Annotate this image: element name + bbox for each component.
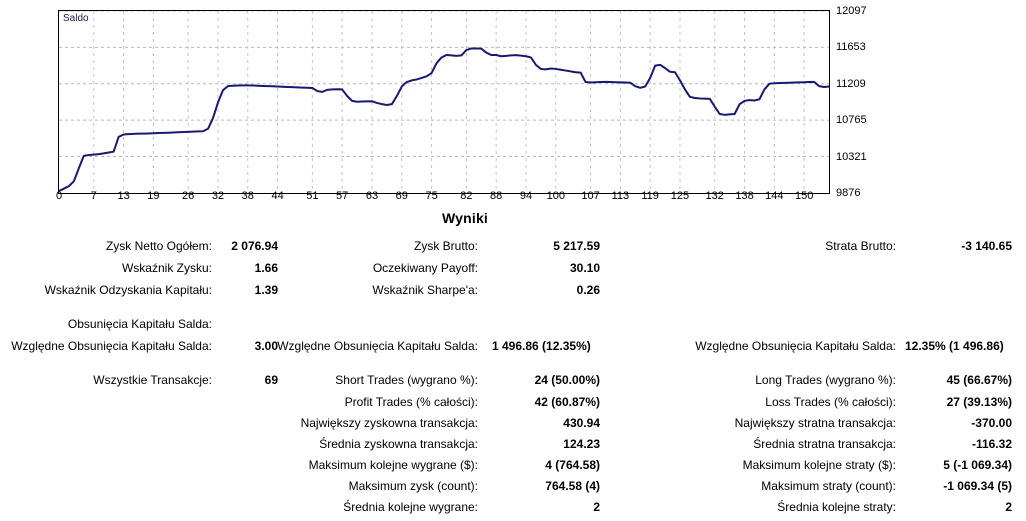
stat-label: Największy stratna transakcja: [734, 416, 896, 430]
stat-label: Maksimum kolejne straty ($): [742, 458, 896, 472]
stat-value: 12.35% (1 496.86) [905, 339, 1004, 353]
stat-value: 124.23 [563, 437, 600, 451]
stat-value: 430.94 [563, 416, 600, 430]
stat-value: -370.00 [971, 416, 1012, 430]
chart-title-label: Saldo [63, 13, 89, 24]
x-axis-tick-label: 26 [182, 190, 195, 202]
stat-label: Strata Brutto: [825, 239, 896, 253]
x-axis-tick-label: 13 [117, 190, 130, 202]
x-axis-tick-label: 75 [425, 190, 438, 202]
stat-label: Profit Trades (% całości): [344, 395, 478, 409]
stat-label: Obsunięcia Kapitału Salda: [67, 317, 212, 331]
stat-label: Long Trades (wygrano %): [755, 373, 896, 387]
x-axis-tick-label: 113 [611, 190, 630, 202]
stat-value: 24 (50.00%) [534, 373, 600, 387]
stat-label: Względne Obsunięcia Kapitału Salda: [695, 339, 896, 353]
x-axis-tick-label: 44 [271, 190, 284, 202]
stat-label: Oczekiwany Payoff: [372, 261, 478, 275]
stat-value: 69 [264, 373, 278, 387]
stat-label: Maksimum straty (count): [761, 479, 896, 493]
stat-value: 5 (-1 069.34) [943, 458, 1012, 472]
stat-value: 27 (39.13%) [946, 395, 1012, 409]
stat-label: Maksimum zysk (count): [348, 479, 478, 493]
stat-value: 2 076.94 [231, 239, 278, 253]
stat-value: -1 069.34 (5) [943, 479, 1012, 493]
results-heading: Wyniki [441, 210, 489, 226]
stat-label: Średnia kolejne wygrane: [343, 500, 478, 514]
stat-value: 0.26 [576, 283, 600, 297]
x-axis-tick-label: 132 [705, 190, 724, 202]
x-axis-tick-label: 63 [365, 190, 379, 202]
stat-value: -3 140.65 [961, 239, 1012, 253]
stat-value: 5 217.59 [553, 239, 600, 253]
stat-value: 2 [593, 500, 600, 514]
stat-label: Największy zyskowna transakcja: [300, 416, 478, 430]
stat-label: Wskaźnik Odzyskania Kapitału: [44, 283, 212, 297]
stat-value: 2 [1005, 500, 1012, 514]
equity-chart-panel: Saldo [58, 10, 830, 194]
x-axis-tick-label: 82 [460, 190, 473, 202]
y-axis-tick-label: 9876 [836, 187, 861, 199]
x-axis-tick-label: 57 [336, 190, 349, 202]
stat-value: 45 (66.67%) [946, 373, 1012, 387]
x-axis-tick-label: 125 [670, 190, 690, 202]
stat-label: Maksimum kolejne wygrane ($): [308, 458, 478, 472]
x-axis-tick-label: 144 [765, 190, 784, 202]
stat-label: Wszystkie Transakcje: [93, 373, 212, 387]
y-axis-tick-label: 10765 [836, 114, 867, 127]
x-axis-tick-label: 19 [147, 190, 160, 202]
x-axis-tick-label: 32 [211, 190, 225, 202]
stat-value: 1 496.86 (12.35%) [492, 339, 591, 353]
stat-label: Loss Trades (% całości): [765, 395, 896, 409]
equity-chart-plot [59, 11, 829, 193]
stat-label: Względne Obsunięcia Kapitału Salda: [277, 339, 478, 353]
x-axis-tick-label: 7 [90, 190, 97, 202]
y-axis-tick-label: 11209 [836, 77, 866, 90]
stat-label: Średnia stratna transakcja: [753, 437, 896, 451]
equity-line [59, 48, 829, 191]
stat-value: 30.10 [569, 261, 600, 275]
x-axis-tick-label: 38 [241, 190, 254, 202]
stat-label: Zysk Netto Ogółem: [105, 239, 212, 253]
stat-label: Średnia kolejne straty: [777, 500, 896, 514]
stat-value: 42 (60.87%) [534, 395, 600, 409]
stat-value: 4 (764.58) [545, 458, 600, 472]
y-axis-tick-label: 11653 [836, 41, 866, 54]
stat-value: 764.58 (4) [545, 479, 600, 493]
x-axis-tick-label: 100 [546, 190, 565, 202]
stat-value: 1.66 [254, 261, 278, 275]
stat-label: Wskaźnik Sharpe'a: [372, 283, 478, 297]
x-axis-tick-label: 150 [794, 190, 814, 202]
stat-label: Short Trades (wygrano %): [335, 373, 478, 387]
x-axis-tick-label: 107 [581, 190, 600, 202]
stat-label: Zysk Brutto: [413, 239, 478, 253]
stat-label: Średnia zyskowna transakcja: [319, 437, 478, 451]
y-axis-tick-label: 12097 [836, 5, 867, 17]
y-axis-tick-label: 10321 [836, 150, 867, 163]
stat-value: 1.39 [254, 283, 278, 297]
stat-label: Względne Obsunięcia Kapitału Salda: [11, 339, 212, 353]
x-axis-tick-label: 51 [306, 190, 319, 202]
stat-label: Wskaźnik Zysku: [121, 261, 212, 275]
x-axis-tick-label: 138 [735, 190, 754, 202]
stat-value: -116.32 [971, 437, 1012, 451]
equity-curve-svg [59, 11, 829, 193]
x-axis-tick-label: 0 [55, 190, 63, 202]
x-axis-tick-label: 94 [519, 190, 533, 202]
stat-value: 3.00 [254, 339, 278, 353]
x-axis-tick-label: 88 [490, 190, 503, 202]
x-axis-tick-label: 119 [641, 190, 659, 202]
x-axis-tick-label: 69 [395, 190, 408, 202]
